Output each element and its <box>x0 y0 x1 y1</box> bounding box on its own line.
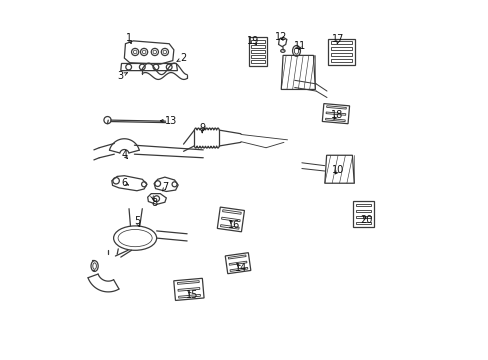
Text: 14: 14 <box>234 263 246 273</box>
Text: 16: 16 <box>227 220 240 230</box>
Text: 6: 6 <box>121 178 127 188</box>
Text: 18: 18 <box>330 111 343 121</box>
Text: 12: 12 <box>275 32 287 41</box>
Text: 2: 2 <box>180 53 186 63</box>
Text: 1: 1 <box>126 33 132 43</box>
Text: 10: 10 <box>332 165 344 175</box>
Text: 11: 11 <box>293 41 305 50</box>
Text: 4: 4 <box>121 150 127 160</box>
Text: 17: 17 <box>331 35 344 44</box>
Text: 15: 15 <box>185 291 198 301</box>
Text: 19: 19 <box>247 36 259 46</box>
Text: 20: 20 <box>360 215 372 225</box>
Text: 13: 13 <box>164 116 177 126</box>
Text: 3: 3 <box>118 71 123 81</box>
Text: 5: 5 <box>134 216 140 226</box>
Text: 7: 7 <box>162 182 168 192</box>
Text: 8: 8 <box>151 198 157 208</box>
Text: 9: 9 <box>199 123 205 133</box>
